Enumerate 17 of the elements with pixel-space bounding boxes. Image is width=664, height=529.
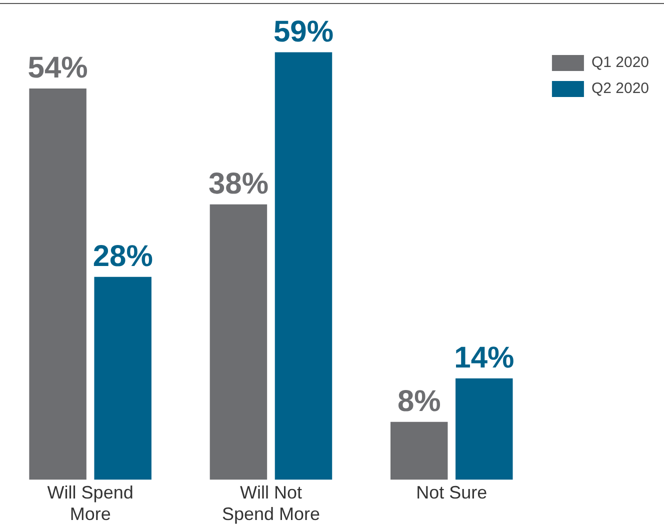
bar xyxy=(210,204,268,480)
bar xyxy=(94,276,152,480)
x-tick-label: Not Sure xyxy=(416,482,488,503)
data-label: 28% xyxy=(92,240,153,274)
data-label: 38% xyxy=(208,168,268,201)
legend-label: Q2 2020 xyxy=(591,80,649,98)
x-tick-label: Will Not Spend More xyxy=(222,482,320,524)
data-label: 8% xyxy=(397,385,441,418)
bar xyxy=(390,422,448,480)
bar xyxy=(29,88,86,480)
bar xyxy=(274,52,332,480)
data-label: 59% xyxy=(273,16,334,49)
bar xyxy=(456,378,513,480)
data-label: 54% xyxy=(28,52,88,85)
legend-label: Q1 2020 xyxy=(591,54,649,72)
x-tick-label: Will Spend More xyxy=(47,482,134,524)
data-label: 14% xyxy=(454,342,514,375)
